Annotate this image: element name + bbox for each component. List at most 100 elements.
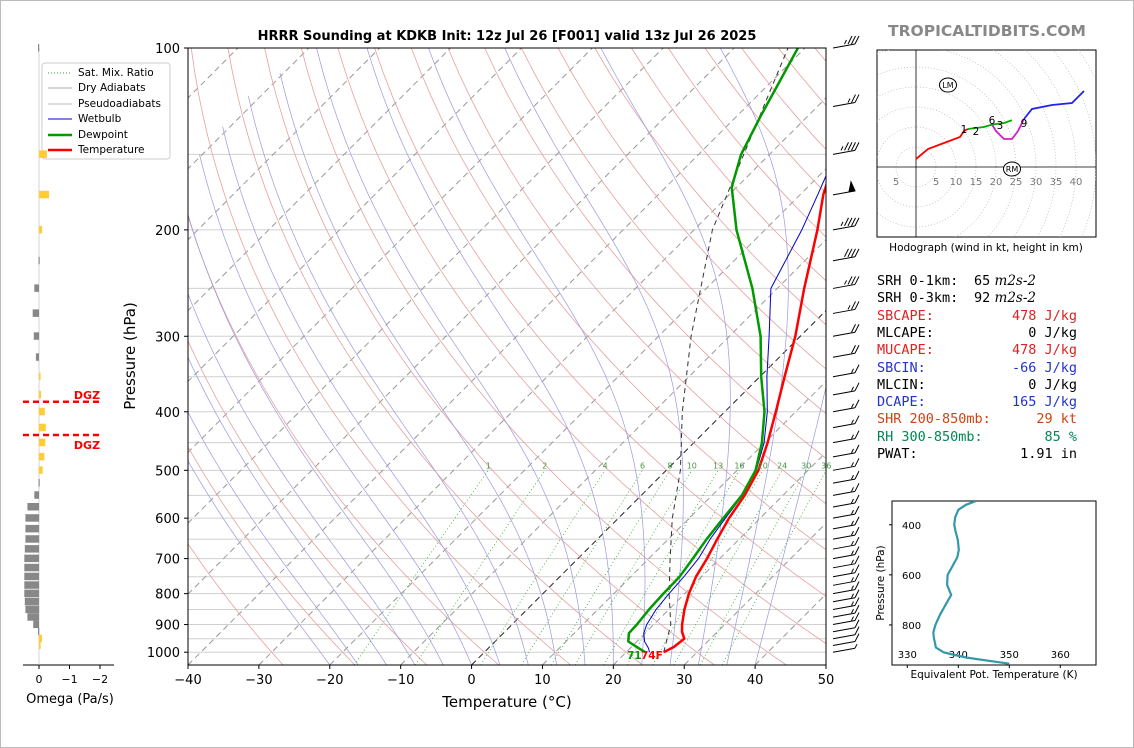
moist-adiabat bbox=[754, 385, 826, 665]
mixing-ratio-label: 24 bbox=[777, 461, 787, 470]
moist-adiabat bbox=[279, 72, 557, 665]
moist-adiabat bbox=[222, 126, 501, 665]
omega-bar bbox=[25, 535, 40, 543]
omega-x-tick-label: −1 bbox=[61, 673, 77, 686]
stat-value: 29 kt bbox=[1036, 411, 1077, 428]
x-tick-label: −40 bbox=[174, 673, 201, 688]
hodograph-trace bbox=[1023, 90, 1085, 120]
barb-shaft bbox=[832, 620, 856, 626]
stat-label: SRH 0-3km: bbox=[877, 290, 959, 307]
wind-barb bbox=[832, 483, 860, 496]
mixing-ratio-label: 36 bbox=[821, 461, 831, 470]
dgz-label-upper: DGZ bbox=[74, 389, 100, 402]
barb-full bbox=[854, 494, 860, 504]
storm-motion-label: LM bbox=[942, 81, 953, 90]
y-tick-label: 100 bbox=[155, 42, 180, 57]
theta-e-x-tick-label: 350 bbox=[1000, 650, 1019, 661]
wind-barb bbox=[832, 142, 860, 155]
stat-value: 478 J/kg bbox=[1011, 307, 1077, 324]
hodograph-tick-label: 5 bbox=[893, 177, 899, 188]
wind-barb bbox=[832, 633, 860, 647]
barb-shaft bbox=[832, 627, 856, 633]
skewt-profiles bbox=[627, 48, 826, 654]
omega-bar bbox=[24, 581, 39, 589]
barb-half bbox=[844, 280, 847, 285]
wind-barb bbox=[832, 324, 860, 337]
barb-half bbox=[851, 448, 854, 454]
dry-adiabat bbox=[374, 48, 826, 597]
mixing-ratio-line bbox=[574, 470, 693, 665]
stat-label: SBCAPE: bbox=[877, 307, 934, 324]
barb-half bbox=[851, 474, 854, 480]
omega-bar bbox=[38, 44, 40, 52]
skewt-legend: Sat. Mix. Ratio Dry Adiabats Pseudoadiab… bbox=[41, 62, 171, 160]
omega-bar bbox=[39, 466, 43, 474]
stat-value: 92 m2s-2 bbox=[916, 290, 1036, 306]
legend-label-mix: Sat. Mix. Ratio bbox=[78, 67, 154, 79]
brand-watermark: TROPICALTIDBITS.COM bbox=[888, 22, 1086, 40]
stat-label: MLCAPE: bbox=[877, 324, 934, 341]
stat-unit: m2s-2 bbox=[990, 290, 1036, 307]
barb-shaft bbox=[832, 438, 856, 444]
moist-adiabat bbox=[188, 356, 387, 665]
omega-bar bbox=[34, 284, 39, 292]
omega-xlabel: Omega (Pa/s) bbox=[26, 692, 114, 707]
wind-barb bbox=[832, 526, 860, 540]
barb-shaft bbox=[832, 149, 856, 155]
omega-bar bbox=[39, 438, 46, 447]
wind-barb bbox=[832, 430, 860, 444]
omega-bar bbox=[24, 597, 39, 606]
wind-barb bbox=[832, 505, 860, 519]
hodograph-content: 5 5 10 15 20 25 30 35 40 1 2 36 9 LM RM bbox=[877, 50, 1096, 237]
wind-barb bbox=[832, 470, 860, 484]
wind-barb bbox=[832, 415, 860, 429]
mixing-ratio-line bbox=[699, 470, 807, 665]
barb-shaft bbox=[832, 352, 856, 358]
stat-label: SRH 0-1km: bbox=[877, 273, 959, 289]
chart-title: HRRR Sounding at KDKB Init: 12z Jul 26 [… bbox=[258, 29, 757, 44]
barb-full bbox=[854, 564, 860, 573]
storm-motion-marker bbox=[939, 77, 957, 93]
barb-shaft bbox=[832, 563, 856, 569]
stat-label: SHR 200-850mb: bbox=[877, 411, 991, 428]
wind-barb bbox=[832, 301, 860, 314]
barb-full bbox=[854, 597, 860, 606]
omega-bar bbox=[38, 256, 40, 265]
mixing-ratio-line bbox=[480, 470, 606, 665]
hodograph-frame bbox=[876, 49, 1097, 238]
mixing-ratio-label: 10 bbox=[687, 461, 697, 470]
omega-bar bbox=[33, 620, 39, 629]
dewpoint-line bbox=[627, 48, 799, 654]
skewt-xlabel: Temperature (°C) bbox=[441, 693, 571, 711]
barb-full bbox=[854, 626, 860, 635]
legend-label-wetbulb: Wetbulb bbox=[78, 113, 122, 125]
omega-bar bbox=[24, 545, 39, 553]
x-tick-label: 20 bbox=[605, 673, 622, 688]
mixing-ratio-label: 1 bbox=[486, 461, 491, 470]
wind-barb bbox=[832, 626, 860, 640]
dry-adiabat bbox=[410, 48, 826, 551]
wind-barb bbox=[832, 619, 860, 633]
theta-e-x-tick-label: 330 bbox=[898, 650, 917, 661]
omega-bar bbox=[25, 605, 40, 614]
y-tick-label: 600 bbox=[155, 512, 180, 527]
wind-barb bbox=[832, 94, 860, 108]
barb-full bbox=[854, 324, 860, 333]
barb-shaft bbox=[832, 534, 856, 540]
hodograph-tick-label: 35 bbox=[1050, 177, 1063, 188]
hodograph-tick-label: 15 bbox=[970, 177, 983, 188]
mixing-ratio-line bbox=[550, 470, 671, 665]
wind-barb bbox=[832, 345, 860, 358]
moist-adiabat bbox=[316, 48, 586, 665]
isotherm-line bbox=[612, 451, 826, 665]
omega-bar bbox=[39, 390, 42, 399]
theta-e-y-tick-label: 600 bbox=[902, 571, 921, 582]
omega-bar bbox=[25, 524, 40, 533]
hodograph-tick-label: 40 bbox=[1070, 177, 1083, 188]
wetbulb-line bbox=[643, 174, 826, 653]
barb-full bbox=[854, 35, 860, 45]
theta-e-x-tick-label: 360 bbox=[1051, 650, 1070, 661]
wind-barbs bbox=[832, 35, 860, 653]
wind-barb bbox=[832, 180, 856, 196]
barb-half bbox=[851, 368, 854, 373]
